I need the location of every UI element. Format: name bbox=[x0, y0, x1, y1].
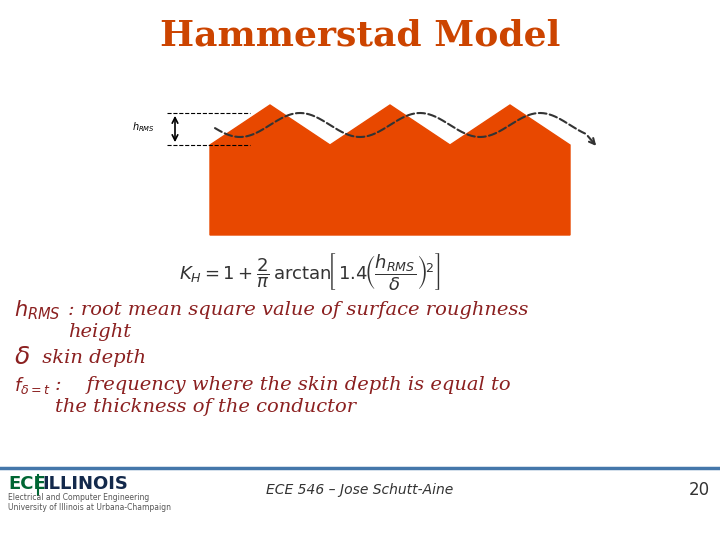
Text: $K_H = 1+\dfrac{2}{\pi}\,\mathrm{arctan}\!\left[\,1.4\!\left(\dfrac{h_{RMS}}{\de: $K_H = 1+\dfrac{2}{\pi}\,\mathrm{arctan}… bbox=[179, 252, 441, 293]
Text: $\delta$: $\delta$ bbox=[14, 347, 30, 369]
Text: ECE: ECE bbox=[8, 475, 46, 493]
Text: the thickness of the conductor: the thickness of the conductor bbox=[55, 398, 356, 416]
Polygon shape bbox=[210, 105, 570, 235]
Text: Electrical and Computer Engineering: Electrical and Computer Engineering bbox=[8, 494, 149, 503]
Text: 20: 20 bbox=[689, 481, 710, 499]
Text: : root mean square value of surface roughness: : root mean square value of surface roug… bbox=[68, 301, 528, 319]
Text: $h_{RMS}$: $h_{RMS}$ bbox=[14, 298, 60, 322]
Text: $f_{\delta=t}$: $f_{\delta=t}$ bbox=[14, 375, 51, 395]
Text: ECE 546 – Jose Schutt-Aine: ECE 546 – Jose Schutt-Aine bbox=[266, 483, 454, 497]
Text: ILLINOIS: ILLINOIS bbox=[42, 475, 128, 493]
Text: Hammerstad Model: Hammerstad Model bbox=[160, 18, 560, 52]
Text: :    frequency where the skin depth is equal to: : frequency where the skin depth is equa… bbox=[55, 376, 510, 394]
Text: University of Illinois at Urbana-Champaign: University of Illinois at Urbana-Champai… bbox=[8, 503, 171, 511]
Text: $h_{RMS}$: $h_{RMS}$ bbox=[132, 120, 155, 134]
Text: height: height bbox=[68, 323, 131, 341]
Text: skin depth: skin depth bbox=[36, 349, 146, 367]
